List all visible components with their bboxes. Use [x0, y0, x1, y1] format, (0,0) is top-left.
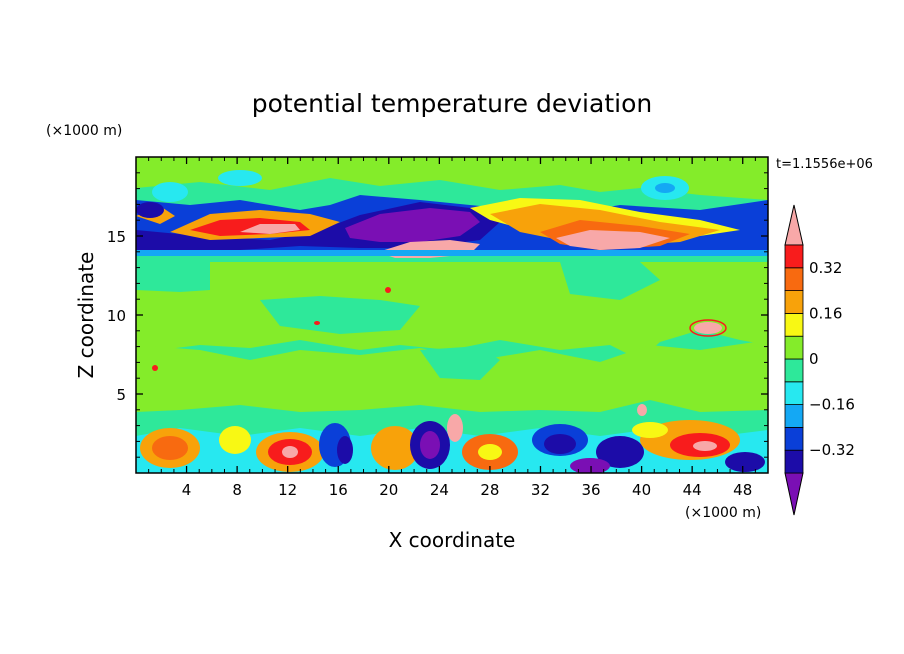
colorbar-upper-extension [784, 204, 804, 246]
lower-eddy-pink [282, 446, 298, 458]
colorbar-swatch [784, 290, 804, 314]
x-tick-label: 28 [480, 481, 499, 499]
lower-eddy-pink [637, 404, 647, 416]
middle-hotspot [152, 365, 158, 371]
x-tick-label: 20 [379, 481, 398, 499]
x-tick-label: 24 [430, 481, 449, 499]
middle-hotspot [385, 287, 391, 293]
lower-eddy-yellow [632, 422, 668, 438]
colorbar-tick-label: −0.16 [809, 396, 855, 414]
y-tick-label: 15 [107, 228, 126, 246]
lower-eddy-yellow [219, 426, 251, 454]
x-axis: 4 8 12 16 20 24 28 32 36 40 44 48 [148, 157, 756, 499]
middle-hotspot [694, 322, 722, 334]
colorbar-swatch [784, 381, 804, 405]
top-cyan-blob [152, 182, 188, 202]
lower-eddy-dark [596, 436, 644, 468]
colorbar-tick-label: −0.32 [809, 441, 855, 459]
x-tick-label: 12 [278, 481, 297, 499]
x-axis-title: X coordinate [389, 528, 516, 552]
lower-eddy-dark [544, 434, 576, 454]
colorbar-swatch [784, 404, 804, 428]
upper-band-blue-left [136, 202, 164, 218]
lower-eddy-yellow [478, 444, 502, 460]
y-axis: 5 10 15 [107, 172, 768, 458]
x-tick-label: 32 [531, 481, 550, 499]
colorbar: 0.32 0.16 0 −0.16 −0.32 [784, 204, 855, 516]
y-axis-title: Z coordinate [74, 252, 98, 379]
colorbar-tick-label: 0 [809, 350, 819, 368]
x-tick-label: 40 [632, 481, 651, 499]
lower-eddy-dark [725, 452, 765, 472]
x-tick-label: 36 [581, 481, 600, 499]
lower-eddy-red [152, 436, 188, 460]
colorbar-swatch [784, 312, 804, 337]
chart-title: potential temperature deviation [252, 89, 652, 118]
middle-neutral-patch [420, 346, 500, 380]
colorbar-swatch [784, 244, 804, 269]
y-tick-label: 5 [116, 386, 126, 404]
colorbar-swatch [784, 335, 804, 360]
upper-band-pink-right [556, 230, 670, 250]
x-tick-label: 44 [683, 481, 702, 499]
lower-eddy-pink [447, 414, 463, 442]
middle-neutral-patch [560, 262, 660, 300]
heatmap-field [136, 157, 768, 473]
middle-hotspot [314, 321, 320, 325]
lower-eddy-purple [570, 458, 610, 473]
colorbar-tick-label: 0.16 [809, 304, 842, 322]
lower-eddy-orange [371, 426, 419, 470]
lower-eddy-purple [420, 431, 440, 459]
top-light-blue-blob [655, 183, 675, 193]
colorbar-swatch [784, 449, 804, 474]
upper-band-purple [345, 208, 480, 242]
x-unit-label: (×1000 m) [685, 505, 761, 521]
colorbar-swatch [784, 358, 804, 383]
colorbar-lower-extension [784, 472, 804, 516]
middle-neutral-patch [136, 262, 210, 292]
x-tick-label: 8 [232, 481, 242, 499]
y-tick-label: 10 [107, 307, 126, 325]
top-green-region [136, 157, 768, 200]
middle-neutral-patch [260, 296, 420, 334]
y-unit-label: (×1000 m) [46, 123, 122, 139]
upper-band-pink [240, 224, 300, 234]
colorbar-swatch [784, 426, 804, 451]
x-tick-label: 48 [733, 481, 752, 499]
stratification-line [136, 250, 768, 256]
colorbar-tick-label: 0.32 [809, 259, 842, 277]
top-cyan-blob [218, 170, 262, 186]
x-tick-label: 4 [182, 481, 192, 499]
lower-eddy-dark [337, 436, 353, 464]
lower-eddy-pink [693, 441, 717, 451]
x-tick-label: 16 [329, 481, 348, 499]
colorbar-swatch [784, 267, 804, 291]
time-label: t=1.1556e+06 [776, 157, 873, 172]
middle-hotspot [689, 319, 727, 337]
